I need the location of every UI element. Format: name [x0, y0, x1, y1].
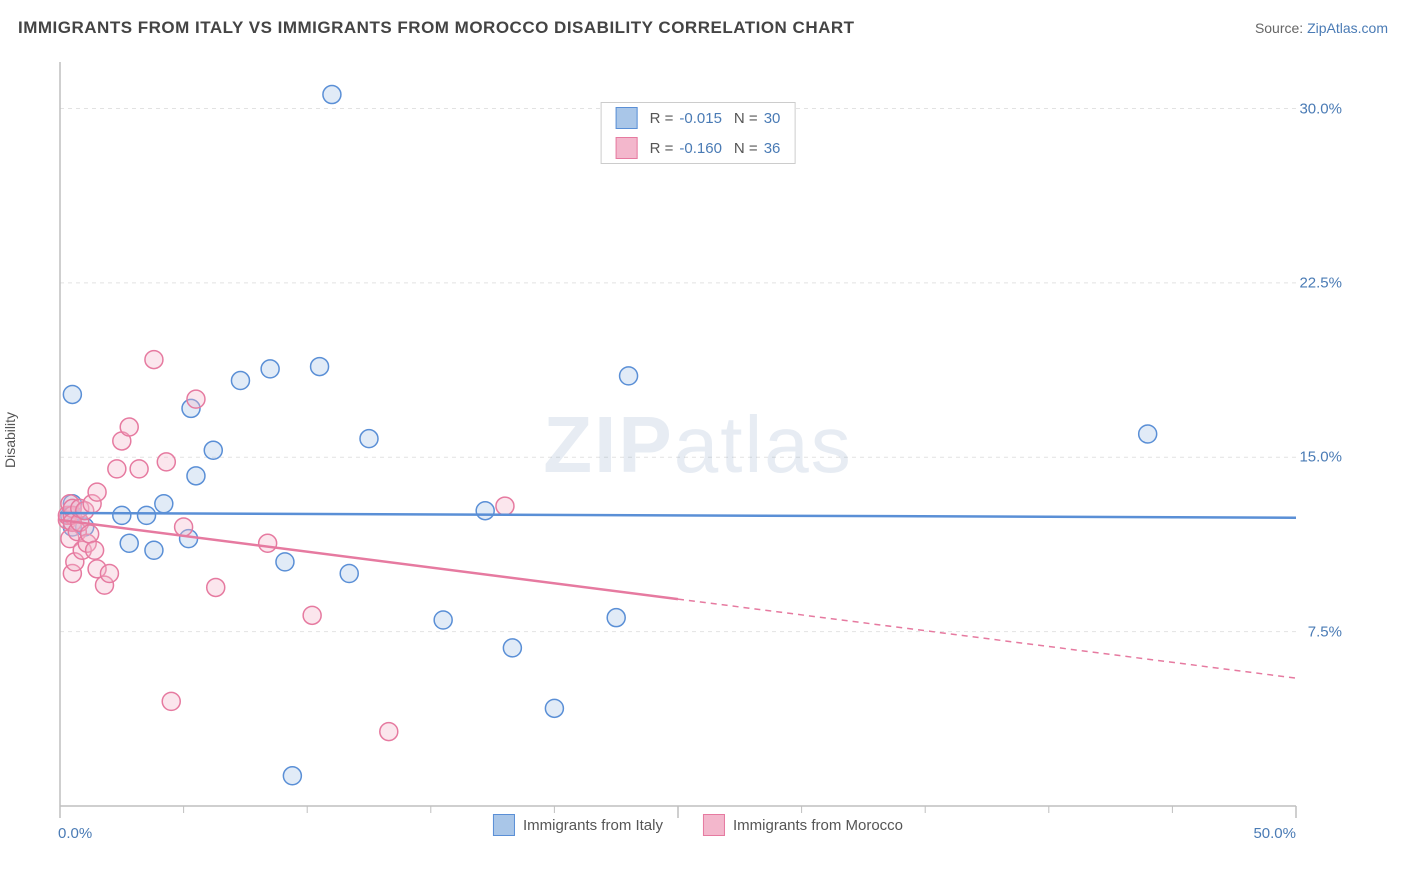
legend-row-morocco: R = -0.160 N = 36: [602, 133, 795, 163]
legend-n-label: N =: [734, 110, 758, 127]
chart-title: IMMIGRANTS FROM ITALY VS IMMIGRANTS FROM…: [18, 18, 855, 38]
legend-correlation: R = -0.015 N = 30 R = -0.160 N = 36: [601, 102, 796, 164]
legend-series: Immigrants from Italy Immigrants from Mo…: [493, 814, 903, 836]
chart-source: Source: ZipAtlas.com: [1255, 20, 1388, 36]
legend-item-italy: Immigrants from Italy: [493, 814, 663, 836]
legend-n-value-morocco: 36: [764, 140, 781, 157]
source-prefix: Source:: [1255, 20, 1307, 36]
y-tick-label: 22.5%: [1299, 274, 1342, 291]
legend-r-label: R =: [650, 110, 674, 127]
legend-label-morocco: Immigrants from Morocco: [733, 817, 903, 834]
source-link[interactable]: ZipAtlas.com: [1307, 20, 1388, 36]
chart-area: ZIPatlas R = -0.015 N = 30 R = -0.160 N …: [48, 50, 1348, 840]
chart-header: IMMIGRANTS FROM ITALY VS IMMIGRANTS FROM…: [18, 18, 1388, 38]
legend-swatch-italy: [616, 107, 638, 129]
scatter-chart-svg: [48, 50, 1348, 840]
x-tick-label: 0.0%: [58, 825, 92, 842]
legend-swatch-morocco: [616, 137, 638, 159]
legend-r-label: R =: [650, 140, 674, 157]
legend-swatch-italy: [493, 814, 515, 836]
legend-item-morocco: Immigrants from Morocco: [703, 814, 903, 836]
legend-label-italy: Immigrants from Italy: [523, 817, 663, 834]
y-tick-label: 7.5%: [1308, 623, 1342, 640]
y-tick-label: 15.0%: [1299, 449, 1342, 466]
legend-r-value-morocco: -0.160: [679, 140, 722, 157]
x-tick-label: 50.0%: [1246, 825, 1296, 842]
legend-n-label: N =: [734, 140, 758, 157]
y-tick-label: 30.0%: [1299, 100, 1342, 117]
legend-swatch-morocco: [703, 814, 725, 836]
y-axis-label: Disability: [2, 412, 18, 468]
legend-r-value-italy: -0.015: [679, 110, 722, 127]
legend-n-value-italy: 30: [764, 110, 781, 127]
legend-row-italy: R = -0.015 N = 30: [602, 103, 795, 133]
